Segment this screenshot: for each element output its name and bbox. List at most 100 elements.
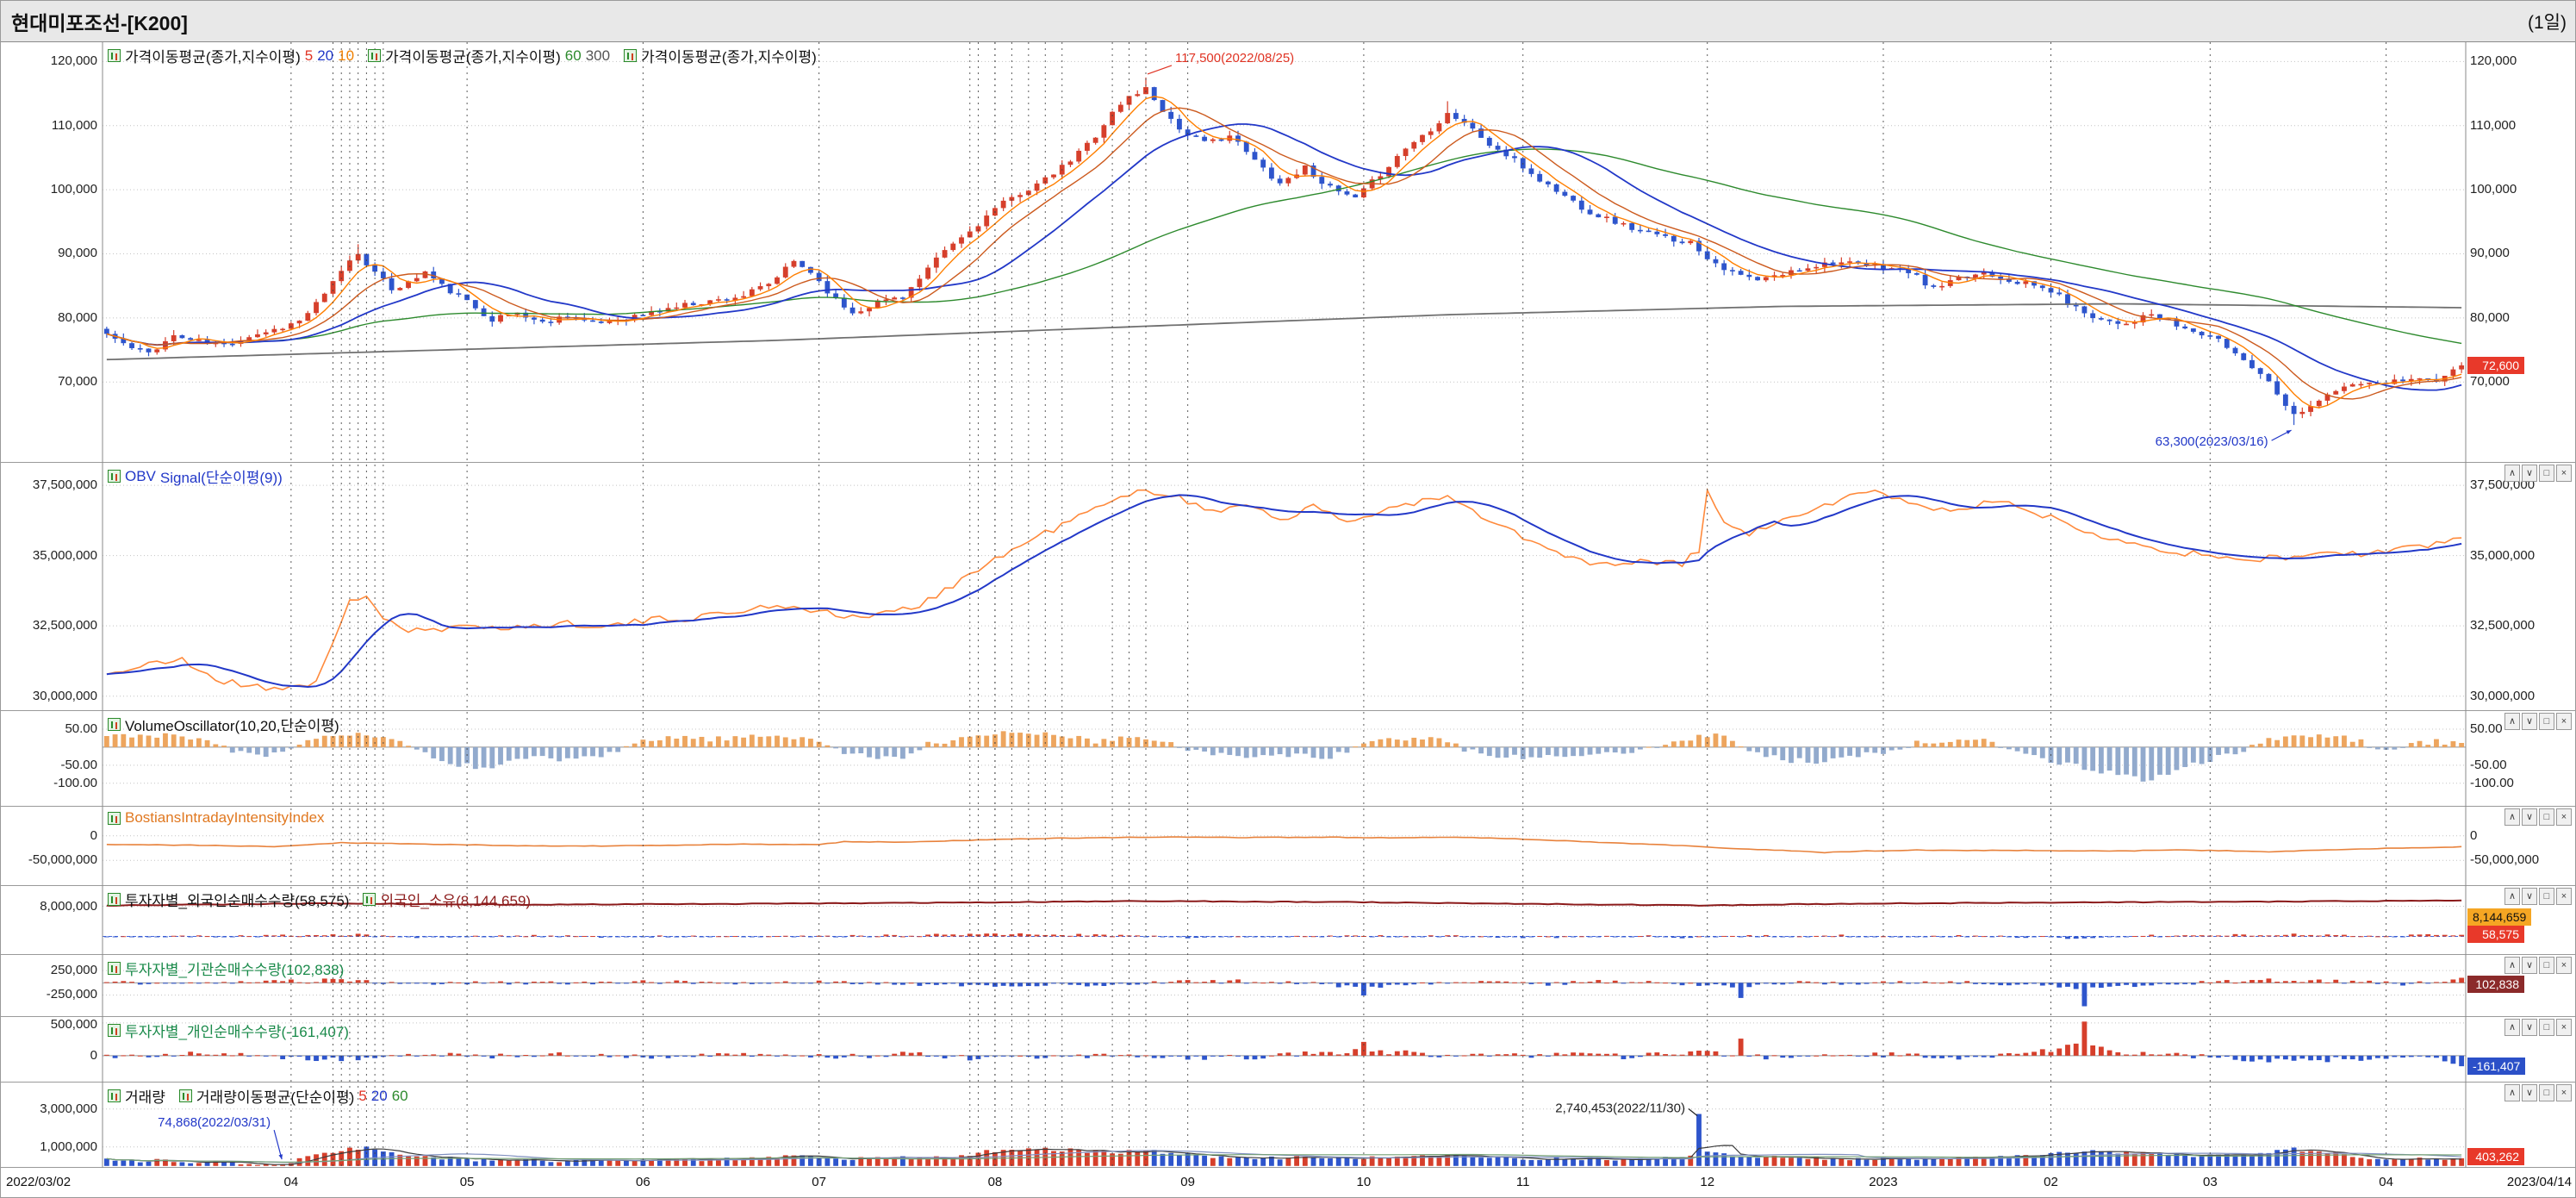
price-y-axis-label: 80,000 xyxy=(2470,309,2510,325)
panel-close-button[interactable]: × xyxy=(2556,465,2572,482)
obv-plot[interactable] xyxy=(103,463,2466,711)
panel-close-button[interactable]: × xyxy=(2556,713,2572,730)
svg-text:63,300(2023/03/16): 63,300(2023/03/16) xyxy=(2156,434,2268,449)
indicator-icon xyxy=(108,893,121,906)
institution-indicator-label[interactable]: 투자자별_기관순매수수량(102,838) xyxy=(108,958,344,979)
panel-move-down-button[interactable]: ∨ xyxy=(2522,957,2537,974)
panel-maximize-button[interactable]: □ xyxy=(2539,808,2554,826)
panel-move-up-button[interactable]: ∧ xyxy=(2504,713,2520,730)
indicator-icon xyxy=(108,1024,121,1037)
panel-move-down-button[interactable]: ∨ xyxy=(2522,1084,2537,1101)
panel-close-button[interactable]: × xyxy=(2556,1084,2572,1101)
indicator-label-text: 60 xyxy=(391,1087,408,1104)
indicator-label-text: VolumeOscillator(10,20,단순이평) xyxy=(125,718,339,734)
indicator-icon xyxy=(108,718,121,731)
individual-panel-controls: ∧ ∨ □ × xyxy=(2504,1019,2572,1036)
volosc-plot[interactable] xyxy=(103,711,2466,807)
indicator-icon xyxy=(368,49,382,62)
panel-move-up-button[interactable]: ∧ xyxy=(2504,888,2520,905)
volosc-y-axis-label: -50.00 xyxy=(60,757,97,772)
indicator-label-text: 20 xyxy=(317,47,334,64)
bostians-y-axis-label: -50,000,000 xyxy=(28,852,97,868)
price-indicator-label[interactable]: 가격이동평균(종가,지수이평) 5 20 10 xyxy=(108,45,354,66)
volume-header: 거래량 거래량이동평균(단순이평) 5 20 60 xyxy=(108,1085,408,1107)
x-axis-month-label: 11 xyxy=(1515,1175,1530,1189)
indicator-label-text: OBV xyxy=(125,467,156,484)
indicator-label-text: 투자자별_개인순매수수량(-161,407) xyxy=(125,1024,349,1040)
svg-text:74,868(2022/03/31): 74,868(2022/03/31) xyxy=(158,1115,271,1130)
volume-indicator-label[interactable]: 거래량 xyxy=(108,1085,165,1107)
foreign-plot[interactable] xyxy=(103,886,2466,955)
indicator-icon xyxy=(108,1089,121,1102)
x-axis-month-label: 05 xyxy=(459,1175,475,1189)
panel-maximize-button[interactable]: □ xyxy=(2539,713,2554,730)
price-indicator-label[interactable]: 가격이동평균(종가,지수이평) 60 300 xyxy=(368,45,610,66)
panel-price: 117,500(2022/08/25) 63,300(2023/03/16) 120… xyxy=(1,42,2575,463)
volosc-y-axis-label: -100.00 xyxy=(2470,775,2514,790)
panel-move-up-button[interactable]: ∧ xyxy=(2504,808,2520,826)
bostians-y-axis-label: 0 xyxy=(2470,827,2478,843)
indicator-label-text: BostiansIntradayIntensityIndex xyxy=(125,809,325,826)
price-plot[interactable]: 117,500(2022/08/25) 63,300(2023/03/16) xyxy=(103,42,2466,463)
x-axis-month-label: 08 xyxy=(987,1175,1003,1189)
price-y-axis-label: 70,000 xyxy=(58,374,97,390)
panel-move-down-button[interactable]: ∨ xyxy=(2522,888,2537,905)
panel-move-down-button[interactable]: ∨ xyxy=(2522,465,2537,482)
panel-individual: 500,000 0 투자자별_개인순매수수량(-161,407) -161,407 ∧ ∨… xyxy=(1,1017,2575,1083)
obv-y-axis-label: 35,000,000 xyxy=(2470,547,2536,563)
bostians-plot[interactable] xyxy=(103,807,2466,886)
panel-move-down-button[interactable]: ∨ xyxy=(2522,713,2537,730)
foreign-indicator-label[interactable]: 외국인_소유(8,144,659) xyxy=(363,889,531,910)
individual-y-axis-label: 500,000 xyxy=(50,1017,97,1032)
obv-y-axis-label: 32,500,000 xyxy=(2470,618,2536,633)
panel-close-button[interactable]: × xyxy=(2556,808,2572,826)
individual-plot[interactable] xyxy=(103,1017,2466,1083)
indicator-label-text: 5 xyxy=(304,47,314,64)
individual-indicator-label[interactable]: 투자자별_개인순매수수량(-161,407) xyxy=(108,1020,349,1041)
panel-maximize-button[interactable]: □ xyxy=(2539,1019,2554,1036)
panel-move-down-button[interactable]: ∨ xyxy=(2522,1019,2537,1036)
indicator-label-text: 60 xyxy=(564,47,582,64)
bostians-indicator-label[interactable]: BostiansIntradayIntensityIndex xyxy=(108,809,325,827)
institution-value-badge: 102,838 xyxy=(2467,976,2524,993)
panel-close-button[interactable]: × xyxy=(2556,1019,2572,1036)
volume-plot[interactable]: 2,740,453(2022/11/30) 74,868(2022/03/31) xyxy=(103,1083,2466,1168)
indicator-label-text: 투자자별_기관순매수수량(102,838) xyxy=(125,962,345,978)
volume-y-axis-label: 3,000,000 xyxy=(40,1101,97,1116)
x-axis-first-label: 2022/03/02 xyxy=(6,1175,72,1189)
panel-move-up-button[interactable]: ∧ xyxy=(2504,957,2520,974)
stock-title: 현대미포조선-[K200] xyxy=(11,11,188,34)
x-axis-month-label: 04 xyxy=(2379,1175,2393,1189)
obv-y-axis-label: 35,000,000 xyxy=(32,547,97,563)
price-y-axis-label: 110,000 xyxy=(2470,117,2517,133)
panel-maximize-button[interactable]: □ xyxy=(2539,465,2554,482)
panel-bostians: 0 0 -50,000,000 -50,000,000 BostiansIntraday… xyxy=(1,807,2575,886)
panel-maximize-button[interactable]: □ xyxy=(2539,888,2554,905)
volosc-y-axis-label: 50.00 xyxy=(65,721,97,736)
individual-header: 투자자별_개인순매수수량(-161,407) xyxy=(108,1020,349,1041)
foreign-indicator-label[interactable]: 투자자별_외국인순매수수량(58,575) xyxy=(108,889,349,910)
institution-plot[interactable] xyxy=(103,955,2466,1017)
panel-move-up-button[interactable]: ∧ xyxy=(2504,1019,2520,1036)
panel-move-up-button[interactable]: ∧ xyxy=(2504,1084,2520,1101)
panel-maximize-button[interactable]: □ xyxy=(2539,1084,2554,1101)
panel-close-button[interactable]: × xyxy=(2556,957,2572,974)
panel-move-down-button[interactable]: ∨ xyxy=(2522,808,2537,826)
foreign-value-badge: 8,144,659 xyxy=(2467,908,2532,926)
indicator-label-text: 가격이동평균(종가,지수이평) xyxy=(385,49,561,66)
panel-maximize-button[interactable]: □ xyxy=(2539,957,2554,974)
volosc-y-axis-label: -50.00 xyxy=(2470,757,2507,772)
indicator-label-text: 투자자별_외국인순매수수량(58,575) xyxy=(125,893,350,909)
svg-text:117,500(2022/08/25): 117,500(2022/08/25) xyxy=(1175,51,1294,66)
x-axis-month-label: 12 xyxy=(1700,1175,1715,1189)
panel-move-up-button[interactable]: ∧ xyxy=(2504,465,2520,482)
volume-indicator-label[interactable]: 거래량이동평균(단순이평) 5 20 60 xyxy=(178,1085,408,1107)
obv-indicator-label[interactable]: OBV Signal(단순이평(9)) xyxy=(108,465,283,487)
panel-close-button[interactable]: × xyxy=(2556,888,2572,905)
x-axis-month-label: 2023 xyxy=(1869,1175,1898,1189)
volosc-indicator-label[interactable]: VolumeOscillator(10,20,단순이평) xyxy=(108,714,339,735)
individual-y-axis-label: 0 xyxy=(90,1047,97,1063)
price-y-axis-label: 90,000 xyxy=(2470,246,2510,261)
price-y-axis-label: 90,000 xyxy=(58,246,97,261)
price-indicator-label[interactable]: 가격이동평균(종가,지수이평) xyxy=(624,45,817,66)
